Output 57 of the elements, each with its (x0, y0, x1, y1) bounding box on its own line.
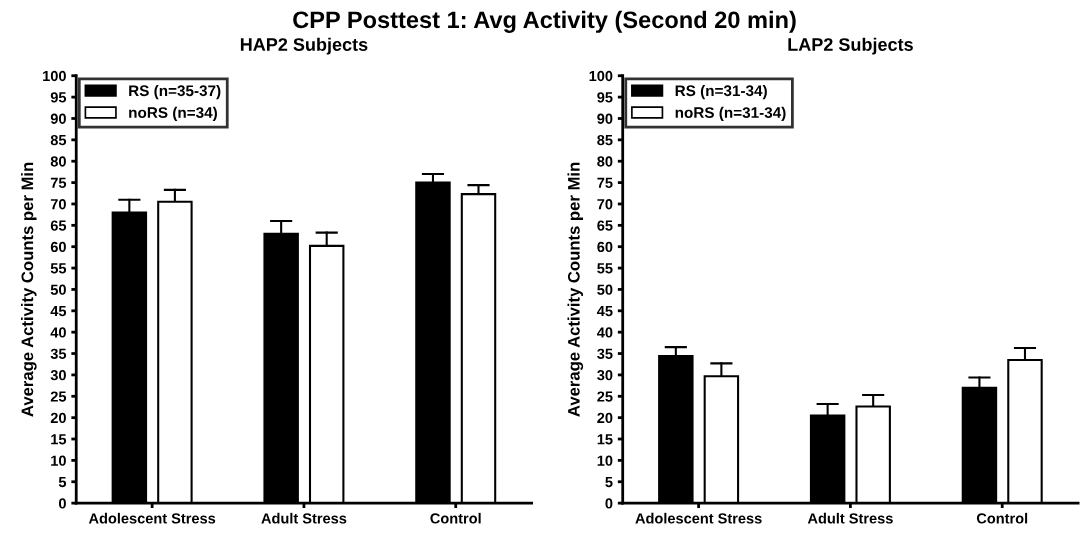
y-tick-label: 65 (597, 220, 613, 231)
y-tick-label: 15 (51, 434, 67, 445)
y-tick-label: 20 (597, 412, 613, 424)
y-tick-label: 60 (597, 241, 613, 253)
y-tick-label: 25 (597, 391, 613, 402)
y-tick-label: 85 (597, 134, 613, 146)
y-tick-label: 90 (50, 113, 66, 124)
y-tick-label: 75 (597, 177, 613, 189)
x-tick-label: Control (430, 512, 481, 524)
legend-label: noRS (n=34) (129, 106, 217, 122)
x-tick-label: Control (976, 512, 1028, 524)
y-tick-label: 70 (50, 199, 66, 210)
y-tick-label: 60 (50, 241, 66, 253)
y-tick-label: 95 (50, 92, 67, 103)
y-tick-label: 40 (50, 327, 66, 338)
text: CPP Posttest 1: Avg Activity (Second 20 min) (293, 10, 796, 33)
y-tick-label: 30 (50, 370, 66, 381)
y-tick-label: 85 (50, 134, 67, 146)
y-tick-label: 40 (596, 327, 613, 338)
y-tick-label: 50 (50, 284, 66, 295)
y-tick-label: 25 (50, 391, 67, 402)
y-tick-label: 5 (58, 477, 67, 488)
y-tick-label: 5 (605, 477, 613, 488)
legend-label: RS (n=35-37) (129, 84, 221, 100)
legend-label: noRS (n=31-34) (675, 106, 786, 122)
y-tick-label: 10 (597, 455, 613, 466)
y-tick-label: 30 (597, 370, 613, 381)
y-tick-label: 35 (50, 348, 67, 359)
y-tick-label: 65 (50, 220, 67, 231)
chart-title: HAP2 Subjects (240, 37, 368, 55)
y-tick-label: 0 (58, 498, 66, 509)
chart-title: LAP2 Subjects (788, 37, 913, 55)
y-tick-label: 80 (597, 156, 613, 167)
y-tick-label: 80 (50, 156, 66, 167)
y-tick-label: 50 (597, 284, 613, 295)
y-tick-label: 70 (597, 199, 613, 210)
y-tick-label: 15 (597, 434, 613, 445)
y-tick-label: 45 (596, 306, 613, 317)
y-tick-label: 20 (50, 412, 66, 424)
y-tick-label: 100 (589, 70, 613, 82)
x-tick-label: Adult Stress (261, 512, 347, 524)
y-tick-label: 75 (50, 177, 67, 189)
y-tick-label: 55 (50, 263, 67, 274)
y-axis-title: Average Activity Counts per Min (21, 162, 37, 417)
x-tick-label: Adolescent Stress (88, 512, 216, 524)
x-tick-label: Adolescent Stress (635, 512, 762, 524)
y-tick-label: 55 (597, 263, 613, 274)
y-tick-label: 0 (605, 498, 613, 509)
y-tick-label: 35 (597, 348, 613, 359)
y-tick-label: 95 (597, 92, 613, 103)
y-tick-label: 100 (43, 70, 66, 82)
x-tick-label: Adult Stress (807, 512, 893, 524)
y-tick-label: 45 (50, 306, 67, 317)
legend-label: RS (n=31-34) (675, 84, 767, 100)
y-tick-label: 10 (51, 455, 66, 466)
y-axis-title: Average Activity Counts per Min (567, 162, 584, 417)
y-tick-label: 90 (597, 113, 613, 124)
